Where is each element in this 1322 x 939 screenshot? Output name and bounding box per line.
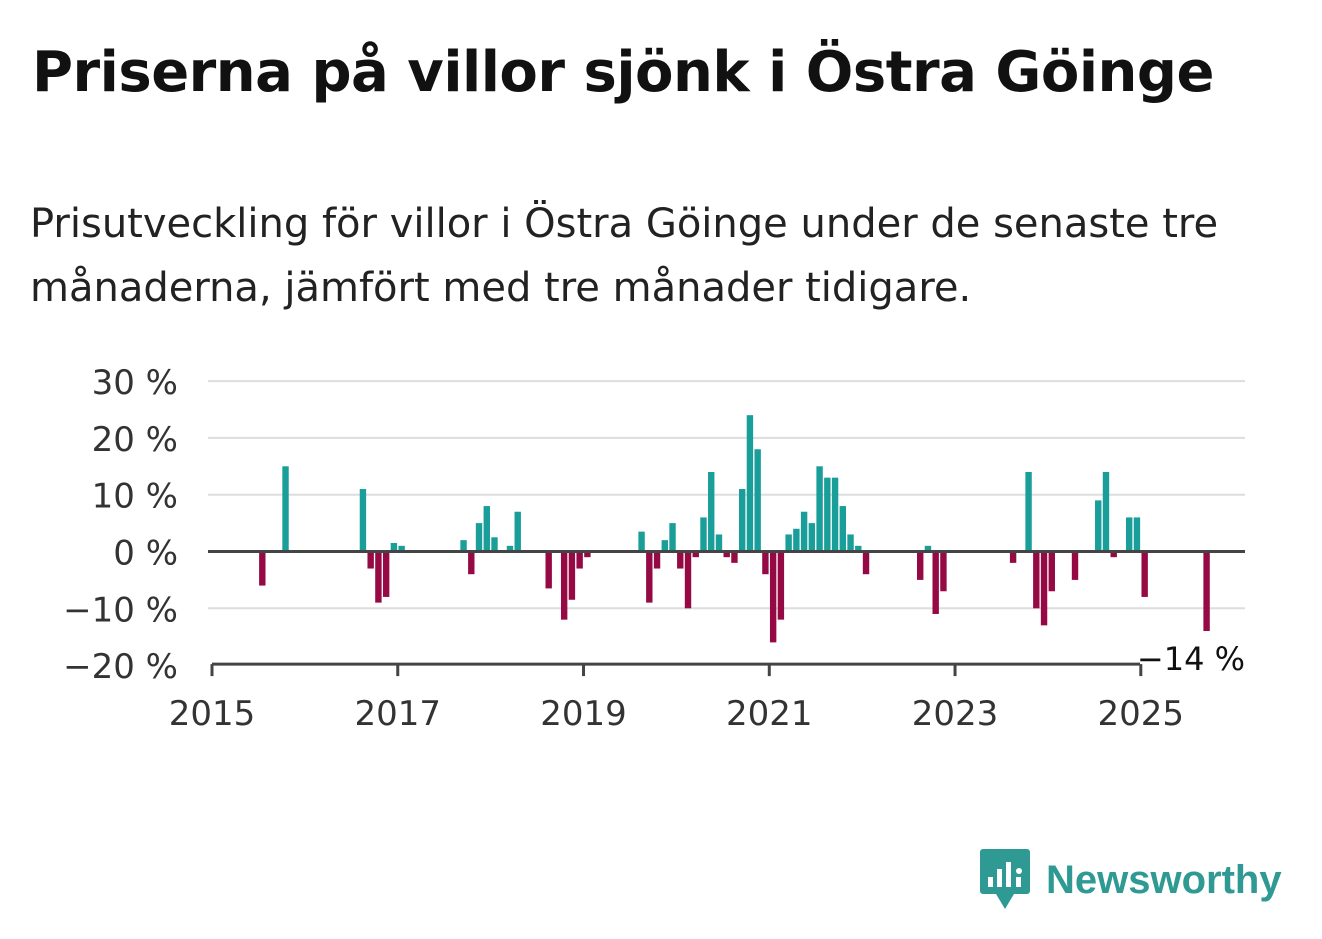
chart-subtitle: Prisutveckling för villor i Östra Göinge…	[30, 201, 1219, 311]
y-tick-label: 10 %	[92, 477, 178, 517]
bar	[460, 540, 467, 552]
bar	[1009, 551, 1017, 563]
bar	[282, 466, 289, 552]
bar	[545, 551, 552, 589]
bar	[1125, 517, 1133, 552]
bar	[762, 551, 769, 575]
bar	[677, 551, 684, 569]
bar	[653, 551, 661, 569]
bar	[491, 537, 498, 552]
bar	[584, 551, 591, 558]
bar	[700, 517, 707, 552]
x-tick-label: 2019	[540, 694, 627, 734]
x-tick-label: 2015	[169, 694, 256, 734]
bar	[746, 415, 754, 552]
bar	[940, 551, 947, 592]
bar	[375, 551, 382, 603]
brand-name: Newsworthy	[1046, 857, 1282, 902]
bar-chart: 30 %20 %10 %0 %−10 %−20 % 2015 2017 2019 20…	[63, 363, 1245, 734]
bar	[560, 551, 568, 620]
bar	[1110, 551, 1117, 558]
y-tick-label: 0 %	[113, 534, 178, 574]
bar	[576, 551, 583, 569]
y-tick-label: −10 %	[63, 590, 178, 630]
y-tick-label: 30 %	[92, 363, 178, 403]
bar	[839, 506, 847, 552]
bar	[390, 542, 398, 552]
bar	[475, 523, 483, 552]
bar	[855, 545, 862, 552]
bar	[1040, 551, 1048, 626]
bar	[723, 551, 730, 558]
bar	[1102, 471, 1110, 552]
bar	[800, 511, 808, 552]
bar	[754, 449, 761, 552]
bars	[259, 415, 1210, 643]
axes	[208, 550, 1245, 677]
bar	[359, 489, 367, 552]
bar	[398, 545, 405, 552]
bar	[1133, 517, 1141, 552]
bar	[917, 551, 924, 580]
bar	[924, 545, 932, 552]
last-value-label: −14 %	[1137, 640, 1245, 678]
bar	[468, 551, 475, 575]
bar	[715, 534, 723, 552]
bar	[738, 489, 746, 552]
bar	[1048, 551, 1055, 592]
bar	[483, 506, 490, 552]
x-tick-label: 2021	[726, 694, 813, 734]
bar	[808, 523, 816, 552]
bar	[708, 471, 715, 552]
chart-title: Priserna på villor sjönk i Östra Göinge	[32, 40, 1214, 105]
newsworthy-logo-icon	[980, 849, 1030, 909]
y-tick-labels: 30 % 20 % 10 % 0 % −10 % −20 %	[63, 363, 178, 687]
bar	[1025, 471, 1032, 552]
bar	[684, 551, 692, 609]
bar	[932, 551, 939, 614]
bar	[824, 477, 831, 552]
bar	[769, 551, 777, 643]
bar	[506, 545, 514, 552]
bar	[731, 551, 738, 563]
bar	[568, 551, 576, 600]
x-tick-label: 2025	[1098, 694, 1185, 734]
bar	[777, 551, 785, 620]
bar	[1095, 500, 1102, 552]
bar	[1203, 551, 1210, 632]
newsworthy-logo: Newsworthy	[980, 848, 1282, 912]
bar	[1071, 551, 1079, 580]
bar	[646, 551, 653, 603]
bar	[816, 466, 823, 552]
bar	[785, 534, 792, 552]
bar	[847, 534, 854, 552]
bar	[793, 528, 800, 552]
gridlines	[208, 380, 1245, 610]
x-tick-label: 2023	[912, 694, 999, 734]
bar	[831, 477, 839, 552]
bar	[1033, 551, 1040, 609]
bar	[1141, 551, 1148, 597]
bar	[862, 551, 870, 575]
bar	[514, 511, 521, 552]
bar	[367, 551, 374, 569]
x-tick-label: 2017	[354, 694, 441, 734]
y-tick-label: −20 %	[63, 647, 178, 687]
bar	[382, 551, 390, 597]
bar	[259, 551, 266, 586]
bar	[692, 551, 699, 558]
annotations: −14 %	[1137, 640, 1245, 678]
x-tick-labels: 2015 2017 2019 2021 2023 2025	[169, 694, 1184, 734]
bar	[661, 540, 668, 552]
y-tick-label: 20 %	[92, 420, 178, 460]
bar	[638, 531, 645, 552]
bar	[669, 523, 676, 552]
